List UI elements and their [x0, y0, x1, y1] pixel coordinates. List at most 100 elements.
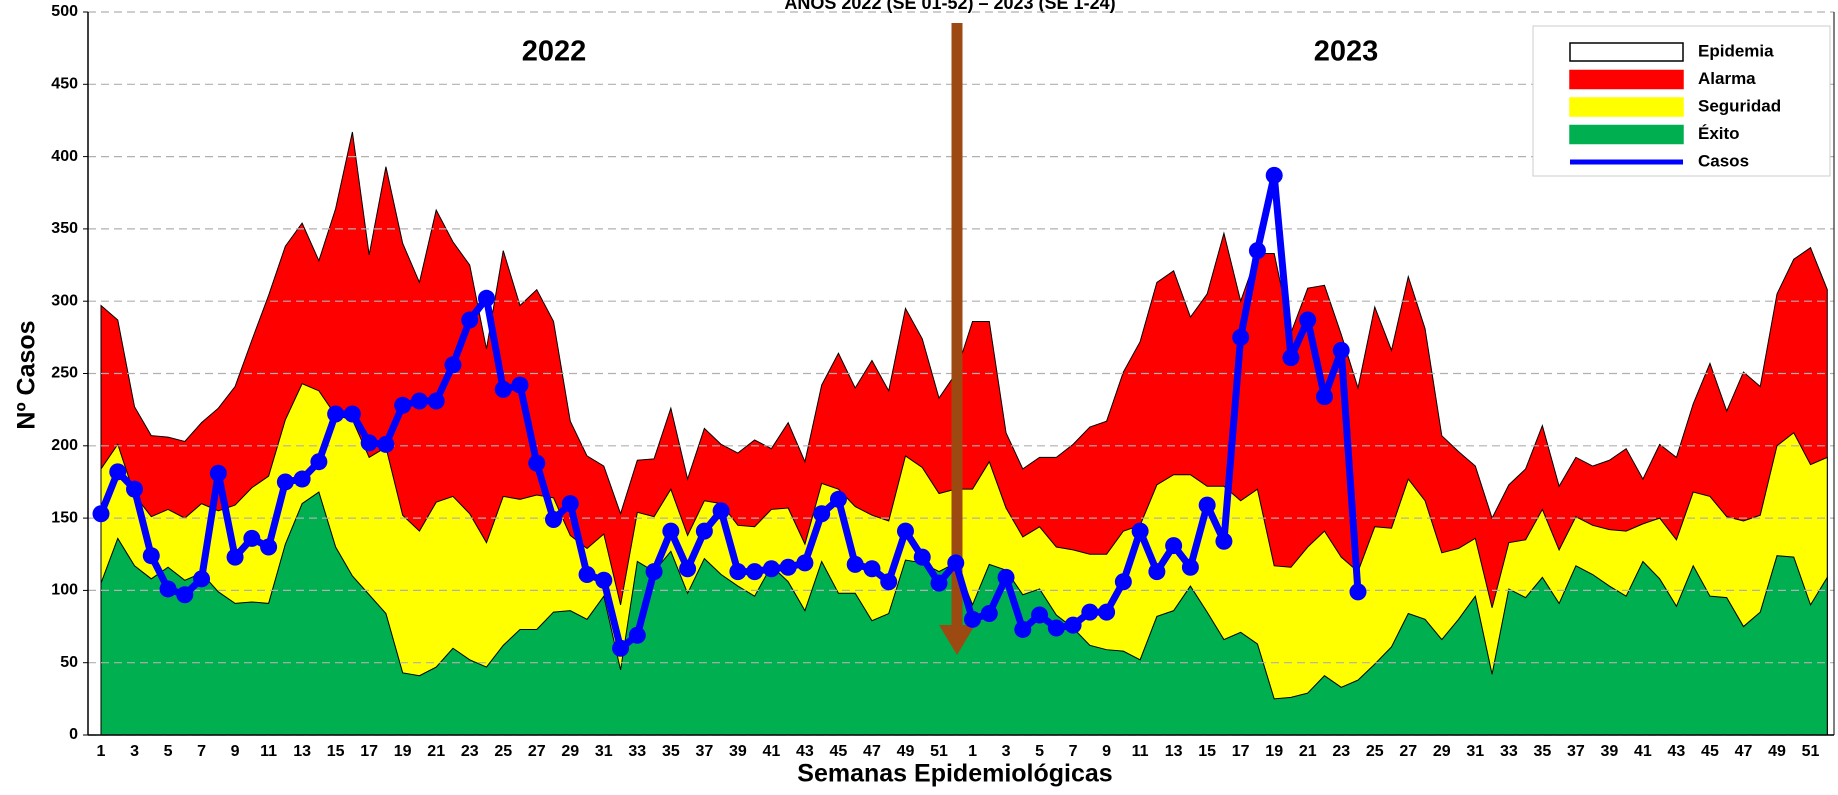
marker: [1232, 328, 1250, 346]
legend-swatch: [1569, 69, 1684, 90]
x-tick-label: 9: [231, 743, 240, 760]
y-tick-label: 200: [51, 437, 78, 454]
marker: [1315, 388, 1333, 406]
y-tick-label: 400: [51, 148, 78, 165]
marker: [461, 311, 479, 329]
marker: [1064, 616, 1082, 634]
x-tick-label: 1: [968, 743, 977, 760]
legend-label: Seguridad: [1698, 96, 1781, 115]
marker: [377, 435, 395, 453]
arrow-head: [939, 625, 975, 655]
y-tick-label: 250: [51, 365, 78, 382]
x-tick-label: 13: [1165, 743, 1183, 760]
legend-swatch: [1569, 97, 1684, 117]
marker: [947, 554, 965, 572]
x-tick-label: 35: [662, 743, 680, 760]
marker: [712, 502, 730, 520]
marker: [193, 570, 211, 588]
x-tick-label: 5: [1035, 743, 1044, 760]
marker: [176, 586, 194, 604]
annotation: 2022: [522, 36, 587, 68]
x-tick-label: 25: [494, 743, 512, 760]
marker: [109, 463, 127, 481]
marker: [343, 405, 361, 423]
marker: [260, 538, 278, 556]
x-tick-label: 1: [97, 743, 106, 760]
legend-swatch: [1569, 42, 1684, 62]
x-tick-label: 13: [293, 743, 311, 760]
marker: [997, 568, 1015, 586]
x-tick-label: 27: [1399, 743, 1417, 760]
marker: [829, 490, 847, 508]
marker: [1299, 311, 1317, 329]
x-tick-label: 39: [729, 743, 747, 760]
x-tick-label: 47: [1735, 743, 1753, 760]
x-tick-label: 39: [1601, 743, 1619, 760]
marker: [1031, 606, 1049, 624]
y-tick-label: 500: [51, 3, 78, 20]
x-tick-label: 11: [260, 743, 277, 760]
x-tick-label: 27: [528, 743, 546, 760]
legend-label: Alarma: [1698, 69, 1756, 88]
x-tick-label: 21: [427, 743, 445, 760]
marker: [1332, 341, 1350, 359]
marker: [410, 392, 428, 410]
marker: [662, 522, 680, 540]
marker: [628, 626, 646, 644]
y-tick-label: 150: [51, 509, 78, 526]
marker: [243, 529, 261, 547]
marker: [209, 464, 227, 482]
marker: [813, 505, 831, 523]
x-tick-label: 31: [1466, 743, 1484, 760]
annotation: 2023: [1314, 36, 1379, 68]
x-tick-label: 21: [1299, 743, 1317, 760]
marker: [1098, 603, 1116, 621]
marker: [729, 563, 747, 581]
marker: [695, 522, 713, 540]
x-tick-label: 33: [628, 743, 646, 760]
y-tick-label: 0: [69, 726, 78, 743]
x-tick-label: 49: [897, 743, 915, 760]
marker: [293, 470, 311, 488]
x-tick-label: 49: [1768, 743, 1786, 760]
marker: [980, 605, 998, 623]
marker: [863, 560, 881, 578]
x-tick-label: 25: [1366, 743, 1384, 760]
area: [100, 491, 1828, 736]
x-tick-label: 29: [1433, 743, 1451, 760]
x-tick-label: 37: [1567, 743, 1585, 760]
marker: [545, 511, 563, 529]
marker: [310, 453, 328, 471]
marker: [913, 548, 931, 566]
marker: [1114, 573, 1132, 591]
marker: [1282, 349, 1300, 367]
x-tick-label: 3: [130, 743, 139, 760]
marker: [930, 574, 948, 592]
legend-label: Casos: [1698, 151, 1749, 170]
marker: [796, 554, 814, 572]
marker: [1014, 620, 1032, 638]
x-tick-label: 15: [327, 743, 345, 760]
marker: [896, 522, 914, 540]
marker: [394, 396, 412, 414]
marker: [226, 548, 244, 566]
x-tick-label: 23: [1332, 743, 1350, 760]
x-tick-label: 15: [1198, 743, 1216, 760]
marker: [762, 560, 780, 578]
x-tick-label: 51: [1802, 743, 1820, 760]
legend: Epidemia Alarma Seguridad Éxito Casos: [1532, 25, 1831, 177]
marker: [679, 560, 697, 578]
marker: [612, 639, 630, 657]
x-tick-label: 43: [1668, 743, 1686, 760]
marker: [159, 580, 177, 598]
marker: [1047, 619, 1065, 637]
marker: [494, 380, 512, 398]
marker: [427, 392, 445, 410]
x-tick-label: 19: [1265, 743, 1283, 760]
marker: [1248, 242, 1266, 260]
marker: [1215, 532, 1233, 550]
x-tick-label: 45: [830, 743, 848, 760]
x-tick-label: 33: [1500, 743, 1518, 760]
line: [97, 171, 1362, 652]
x-tick-label: 41: [763, 743, 781, 760]
